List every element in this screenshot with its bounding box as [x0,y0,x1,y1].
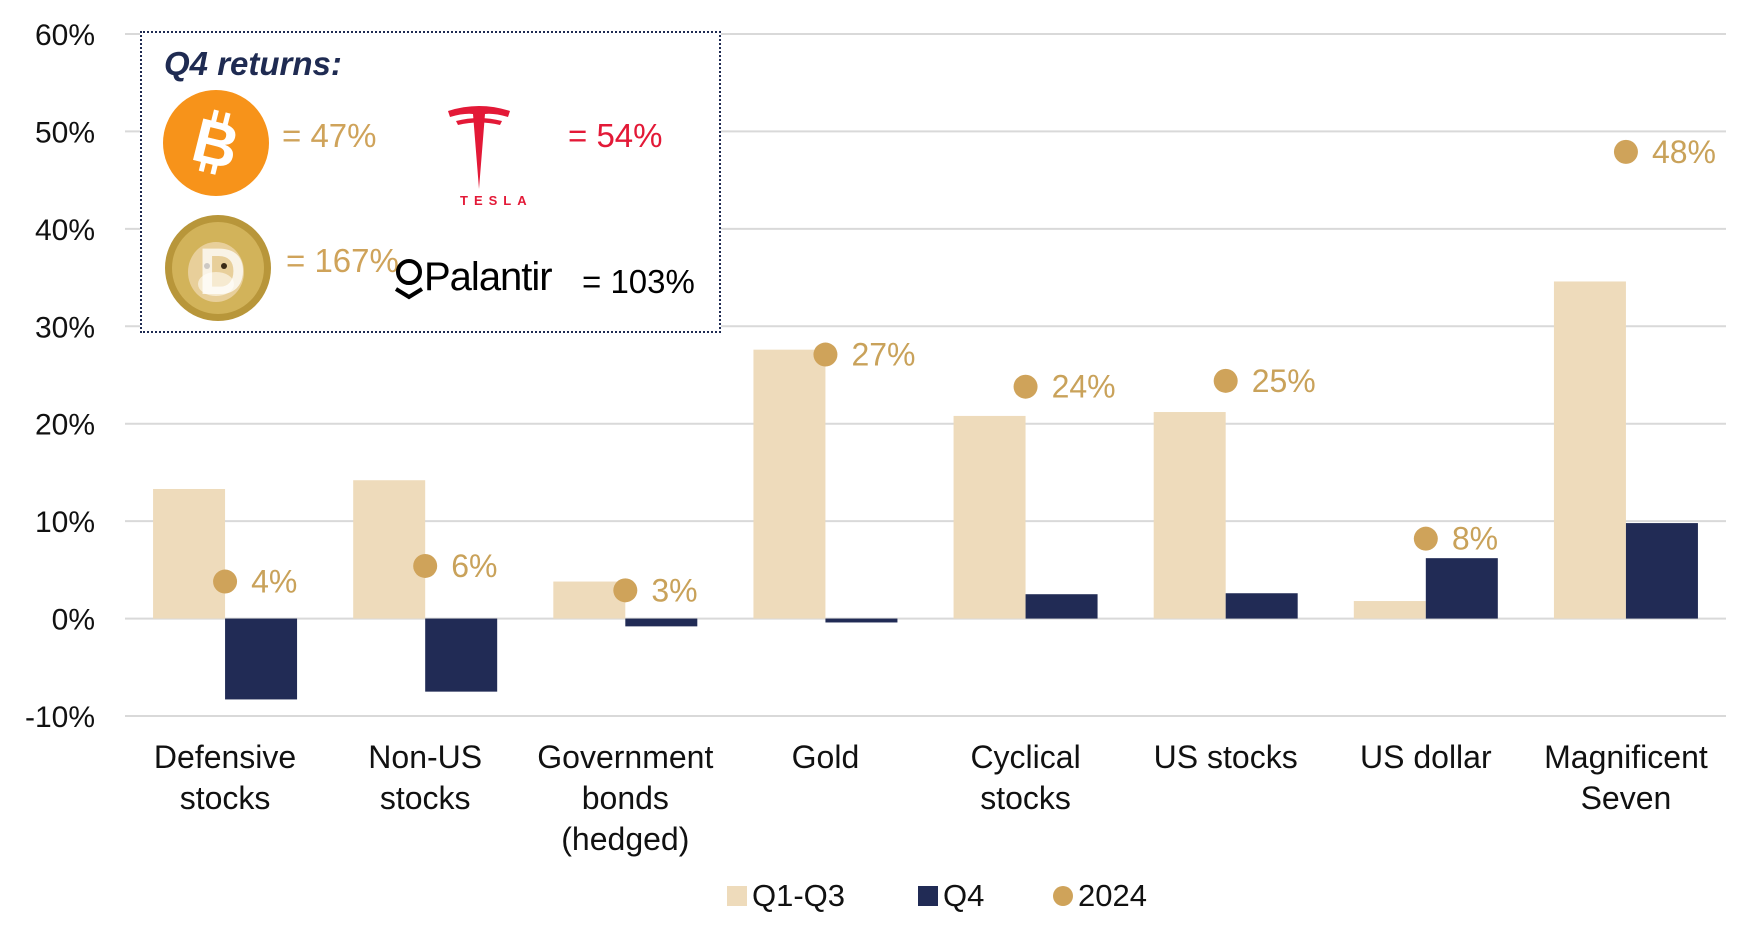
bar-q1q3 [153,488,226,619]
tesla-logo-text: TESLA [460,193,533,208]
category-label: Non-US [368,739,482,775]
bar-q1q3 [353,480,426,619]
dot-2024-label: 6% [451,548,497,584]
category-label: Government [537,739,713,775]
bar-q1q3 [1153,412,1226,619]
bar-q1q3 [753,349,826,619]
dot-2024 [213,569,238,594]
y-tick-label: 0% [52,604,95,637]
dot-2024 [1213,368,1238,393]
dot-2024 [1413,526,1438,551]
dot-2024-label: 24% [1052,369,1116,405]
bar-q1q3 [1553,281,1626,619]
bar-q1q3 [1353,601,1426,619]
dogecoin-icon: D [165,215,271,321]
palantir-value: = 103% [582,263,695,300]
category-label: stocks [180,780,271,816]
y-tick-label: 40% [35,214,95,247]
dot-2024 [1013,374,1038,399]
palantir-logo-text: Palantir [424,255,553,299]
dogecoin-value: = 167% [286,242,399,279]
dot-2024-label: 25% [1252,363,1316,399]
tesla-value: = 54% [568,117,663,154]
palantir-icon [394,259,424,300]
legend-swatch-2024 [1053,886,1073,906]
bar-q1q3 [553,581,626,619]
dot-2024-label: 3% [651,572,697,608]
dot-2024 [1613,139,1638,164]
legend-swatch-q1q3 [727,886,747,906]
dot-2024 [813,342,838,367]
bitcoin-icon: B [163,90,269,196]
category-label: bonds [582,780,669,816]
bar-q4 [825,618,898,623]
bar-q4 [625,618,698,627]
bar-q1q3 [953,415,1026,619]
legend-swatch-q4 [918,886,938,906]
tesla-icon [448,106,510,189]
dot-2024-label: 27% [851,337,915,373]
q4-returns-inset: Q4 returns: B = 47% TESLA = 54% D = 167%… [140,31,721,333]
category-label: stocks [380,780,471,816]
category-label: Gold [792,739,860,775]
y-tick-label: 20% [35,409,95,442]
dot-2024 [613,578,638,603]
bar-q4 [225,618,298,700]
bitcoin-value: = 47% [282,117,377,154]
inset-title: Q4 returns: [164,45,342,82]
category-label: Seven [1581,780,1672,816]
bar-q4 [1025,594,1098,619]
dot-2024-label: 8% [1452,521,1498,557]
y-tick-label: 50% [35,116,95,149]
category-label: US stocks [1154,739,1298,775]
dot-2024-label: 4% [251,564,297,600]
legend-label-q1q3: Q1-Q3 [752,878,845,913]
category-label: Magnificent [1544,739,1708,775]
category-label: stocks [980,780,1071,816]
legend-label-q4: Q4 [943,878,984,913]
y-tick-label: 30% [35,311,95,344]
y-tick-label: 60% [35,19,95,52]
dot-2024-label: 48% [1652,134,1716,170]
category-label: Cyclical [970,739,1080,775]
category-label: US dollar [1360,739,1492,775]
bar-q4 [1625,523,1698,619]
bar-q4 [1425,558,1498,619]
bar-q4 [1225,593,1298,619]
y-tick-label: 10% [35,506,95,539]
dot-2024 [413,553,438,578]
category-label: Defensive [154,739,296,775]
svg-text:D: D [198,234,246,308]
bar-q4 [425,618,498,692]
category-label: (hedged) [561,821,689,857]
legend-label-2024: 2024 [1078,878,1147,913]
y-tick-label: -10% [25,701,95,734]
